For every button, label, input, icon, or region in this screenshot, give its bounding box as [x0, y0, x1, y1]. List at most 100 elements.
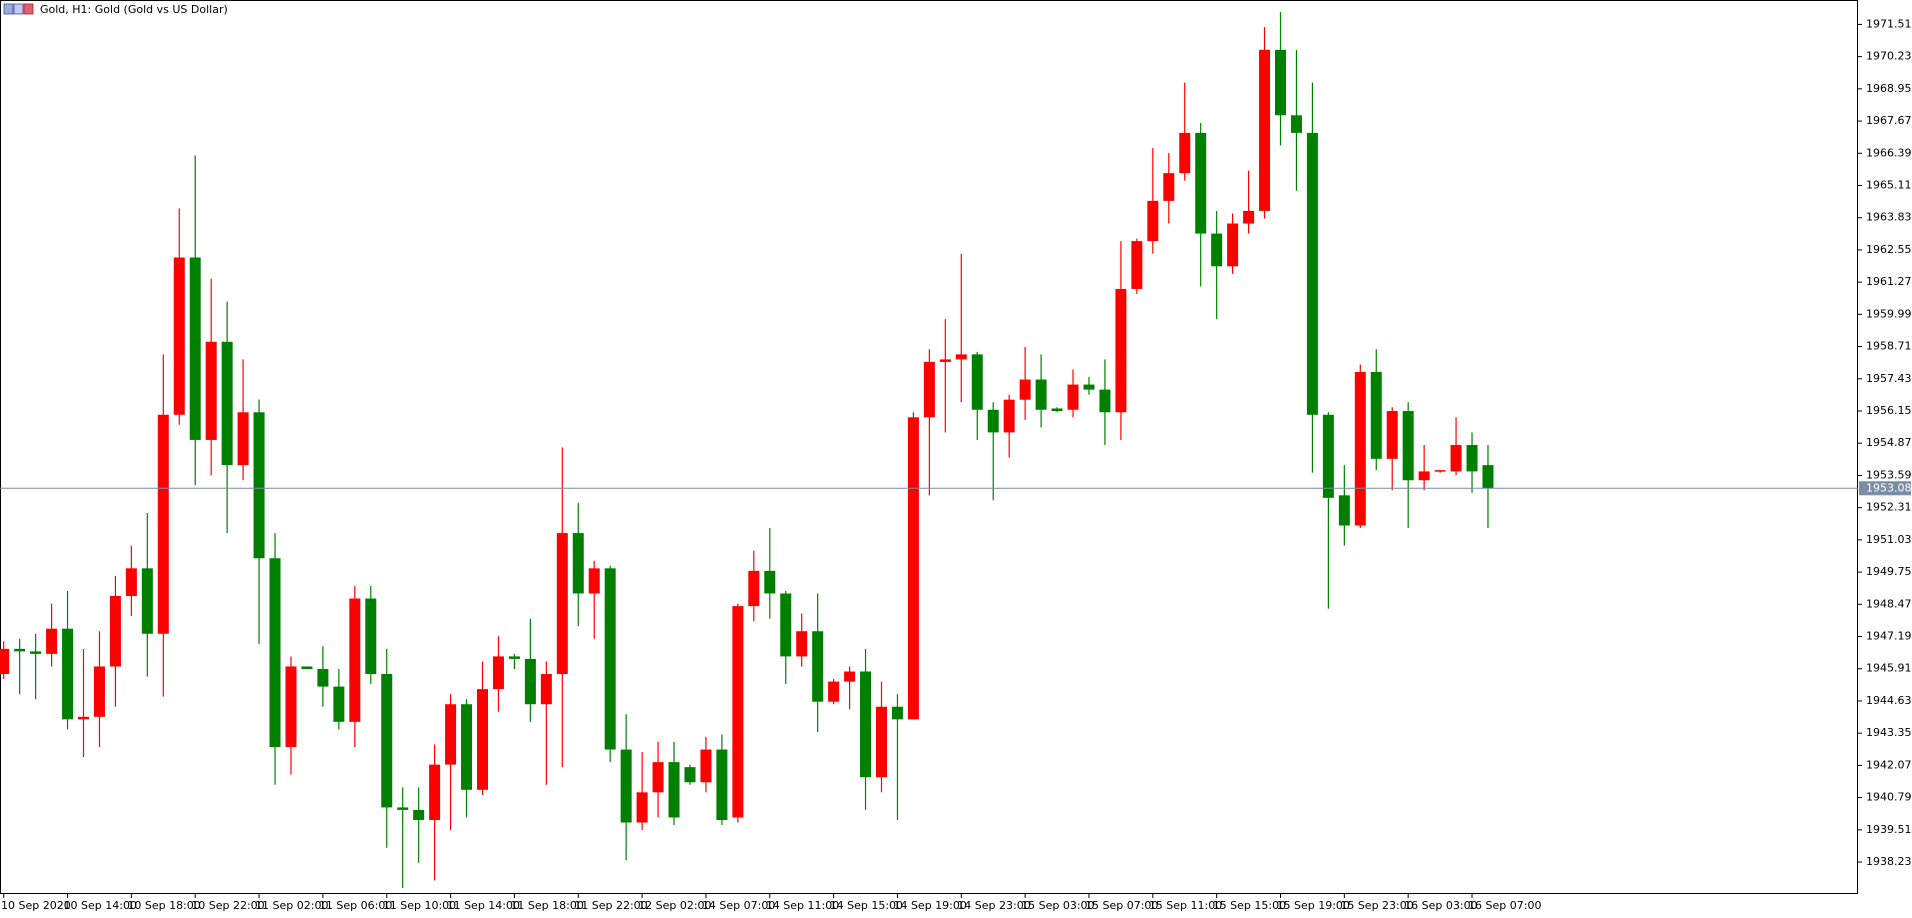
candle-body	[237, 412, 249, 466]
candle-body	[588, 568, 600, 594]
candle-body	[891, 706, 903, 720]
candle-body	[1434, 470, 1446, 472]
candle-body	[221, 341, 233, 466]
y-tick-label: 1953.59	[1866, 468, 1912, 481]
candle-body	[556, 533, 568, 675]
y-tick-label: 1959.99	[1866, 307, 1912, 320]
candle-body	[971, 354, 983, 410]
candle-body	[349, 598, 361, 722]
x-tick-label: 11 Sep 18:00	[510, 899, 583, 912]
candle-body	[1147, 200, 1159, 242]
candle-body	[540, 674, 552, 705]
x-tick-label: 16 Sep 07:00	[1468, 899, 1541, 912]
candle-body	[987, 409, 999, 433]
candle-body	[253, 412, 265, 559]
candle-body	[285, 666, 297, 748]
candle-body	[429, 764, 441, 821]
candle-body	[205, 341, 217, 440]
candle-body	[1322, 414, 1334, 498]
x-tick-label: 15 Sep 15:00	[1213, 899, 1286, 912]
x-tick-label: 11 Sep 02:00	[255, 899, 328, 912]
x-tick-label: 11 Sep 10:00	[383, 899, 456, 912]
y-tick-label: 1957.43	[1866, 372, 1912, 385]
y-tick-label: 1947.19	[1866, 630, 1912, 643]
y-tick-label: 1965.11	[1866, 178, 1912, 191]
y-tick-label: 1962.55	[1866, 243, 1912, 256]
chart-title: Gold, H1: Gold (Gold vs US Dollar)	[40, 3, 228, 16]
y-tick-label: 1963.83	[1866, 211, 1912, 224]
x-tick-label: 12 Sep 02:00	[638, 899, 711, 912]
candle-body	[828, 681, 840, 702]
candle-body	[1259, 49, 1271, 211]
candle-body	[572, 533, 584, 594]
x-tick-label: 15 Sep 19:00	[1277, 899, 1350, 912]
candle-body	[1306, 132, 1318, 415]
candle-body	[14, 648, 26, 652]
candle-body	[1035, 379, 1047, 410]
candle-body	[1466, 444, 1478, 472]
x-tick-label: 10 Sep 14:00	[64, 899, 137, 912]
icon-part	[23, 3, 34, 15]
x-tick-label: 14 Sep 15:00	[830, 899, 903, 912]
chart-icon	[3, 3, 34, 15]
candle-body	[636, 792, 648, 823]
candle-body	[1338, 495, 1350, 526]
candle-body	[397, 807, 409, 810]
x-tick-label: 11 Sep 06:00	[319, 899, 392, 912]
candle-body	[780, 593, 792, 657]
y-tick-label: 1943.35	[1866, 726, 1912, 739]
candle-body	[1402, 411, 1414, 481]
current-price-label: 1953.08	[1866, 481, 1912, 494]
candle-body	[1227, 223, 1239, 267]
y-tick-label: 1971.51	[1866, 17, 1912, 30]
candle-body	[876, 706, 887, 778]
candle-body	[907, 417, 919, 720]
candle-body	[652, 762, 664, 793]
candle-body	[1003, 399, 1015, 433]
y-tick-label: 1961.27	[1866, 275, 1912, 288]
candle-body	[269, 558, 281, 748]
candle-body	[508, 656, 520, 659]
candle-body	[748, 570, 760, 607]
y-tick-label: 1951.03	[1866, 533, 1912, 546]
candle-body	[46, 628, 58, 654]
x-tick-label: 15 Sep 07:00	[1085, 899, 1158, 912]
y-tick-label: 1942.07	[1866, 758, 1912, 771]
candle-body	[301, 666, 313, 669]
candle-body	[1290, 115, 1302, 133]
candle-body	[317, 668, 329, 687]
y-tick-label: 1966.39	[1866, 146, 1912, 159]
candle-body	[477, 689, 488, 790]
candle-body	[1115, 288, 1127, 413]
x-tick-label: 15 Sep 03:00	[1021, 899, 1094, 912]
candle-body	[1243, 210, 1255, 224]
candle-body	[1067, 384, 1079, 410]
candle-body	[1195, 132, 1207, 234]
candle-body	[0, 648, 10, 675]
candle-body	[668, 762, 680, 818]
candle-body	[461, 704, 473, 790]
candle-body	[1099, 389, 1111, 413]
candle-body	[812, 631, 824, 702]
x-tick-label: 16 Sep 03:00	[1404, 899, 1477, 912]
x-tick-label: 10 Sep 22:00	[191, 899, 264, 912]
x-tick-label: 14 Sep 07:00	[702, 899, 775, 912]
y-tick-label: 1954.87	[1866, 436, 1912, 449]
x-tick-label: 14 Sep 23:00	[957, 899, 1030, 912]
candle-body	[381, 674, 393, 808]
x-tick-label: 11 Sep 14:00	[447, 899, 520, 912]
candle-body	[923, 361, 935, 418]
candle-body	[492, 656, 504, 690]
candle-body	[62, 628, 74, 720]
candle-body	[732, 606, 744, 818]
icon-part	[3, 3, 14, 15]
candle-body	[413, 809, 425, 821]
y-tick-label: 1949.75	[1866, 565, 1912, 578]
y-tick-label: 1956.15	[1866, 404, 1912, 417]
candle-body	[860, 671, 872, 778]
candle-body	[1418, 471, 1430, 481]
y-tick-label: 1939.51	[1866, 823, 1912, 836]
candle-body	[141, 568, 153, 634]
candle-body	[939, 359, 951, 362]
